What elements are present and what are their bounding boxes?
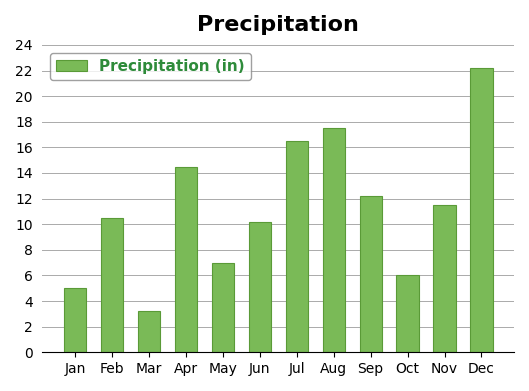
Bar [249, 222, 271, 352]
Bar [433, 205, 455, 352]
Bar [138, 311, 160, 352]
Bar [64, 288, 86, 352]
Bar [360, 196, 382, 352]
Title: Precipitation: Precipitation [197, 15, 359, 35]
Bar [397, 275, 418, 352]
Bar [286, 141, 308, 352]
Bar [101, 218, 123, 352]
Legend: Precipitation (in): Precipitation (in) [50, 52, 251, 80]
Bar [212, 263, 234, 352]
Bar [470, 68, 492, 352]
Bar [323, 128, 345, 352]
Bar [175, 167, 197, 352]
